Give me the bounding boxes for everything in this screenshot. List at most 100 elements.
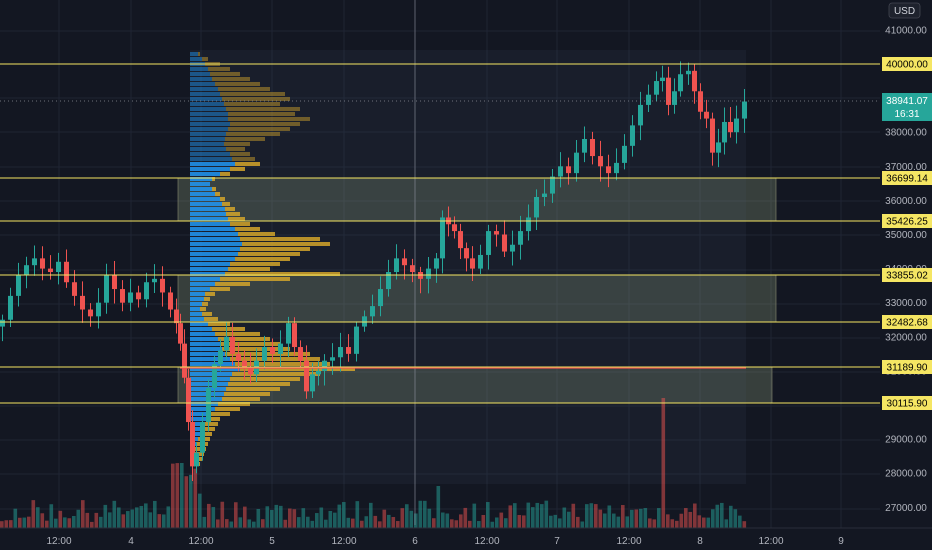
time-tick-label: 12:00 (331, 536, 356, 547)
volume-bar (297, 517, 301, 528)
candle-body (470, 258, 475, 269)
volume-bar (99, 516, 103, 528)
vp-bar-down (202, 302, 208, 306)
vp-bar-up (190, 237, 240, 241)
vp-bar-down (210, 72, 240, 76)
vp-bar-down (240, 237, 320, 241)
vp-bar-up (190, 267, 228, 271)
volume-bar (351, 518, 355, 528)
level-price-badge (882, 396, 932, 410)
candle-body (458, 231, 463, 249)
volume-bar (396, 521, 400, 528)
vp-bar-down (220, 92, 285, 96)
volume-bar (540, 504, 544, 528)
candlesticks (0, 61, 747, 481)
volume-bar (288, 508, 292, 528)
vp-bar-down (230, 377, 300, 381)
candle-body (686, 70, 691, 75)
volume-bar (243, 506, 247, 528)
vp-bar-down (218, 87, 270, 91)
candle-body (678, 74, 683, 92)
volume-bar (445, 513, 450, 528)
candle-body (24, 265, 29, 276)
candle-body (486, 231, 491, 255)
range-box-upper[interactable] (177, 177, 777, 222)
volume-bar (126, 511, 130, 528)
vp-bar-up (190, 227, 235, 231)
volume-bar (733, 509, 738, 528)
level-price-badge (882, 268, 932, 282)
volume-bar (166, 506, 171, 528)
candle-body (278, 343, 283, 354)
level-price-text: 33855.02 (886, 271, 928, 282)
vp-bar-up (190, 362, 235, 366)
time-axis[interactable]: 12:00 4 12:00 5 12:00 6 12:00 7 12:00 8 12:00 9 (0, 527, 932, 547)
vp-bar-up (190, 342, 220, 346)
volume-bar (513, 503, 517, 528)
vp-bar-up (190, 137, 225, 141)
candle-body (330, 357, 335, 361)
vp-bar-up (190, 347, 222, 351)
vp-bar-up (190, 212, 226, 216)
volume-bar (738, 515, 742, 528)
vp-bar-down (228, 267, 270, 271)
candle-body (338, 347, 343, 358)
volume-bar (589, 503, 594, 528)
price-axis[interactable]: 41000.00 40000.00 38000.00 37000.00 36000.00… (880, 0, 932, 528)
candle-body (160, 278, 165, 293)
volume-bar (81, 500, 85, 528)
volume-bar (580, 521, 585, 528)
vp-bar-down (202, 57, 208, 61)
vp-bar-down (218, 337, 270, 341)
volume-bar (94, 512, 99, 528)
volume-bar (121, 514, 126, 528)
candle-body (136, 292, 141, 300)
vp-bar-down (200, 307, 206, 311)
vp-bar-up (190, 167, 230, 171)
volume-bar (684, 508, 688, 528)
candle-body (434, 258, 439, 269)
volume-bar (486, 502, 490, 528)
range-box-middle[interactable] (177, 274, 777, 323)
vp-bar-up (190, 232, 238, 236)
volume-bar (625, 516, 630, 528)
time-tick-label: 9 (838, 536, 844, 547)
level-price-text: 36699.14 (886, 174, 928, 185)
volume-bar (310, 520, 315, 528)
volume-bar (270, 509, 274, 528)
vp-bar-down (238, 232, 275, 236)
candle-body (654, 81, 659, 95)
level-price-text: 31189.90 (887, 363, 928, 374)
vp-bar-up (190, 177, 212, 181)
candle-body (440, 217, 445, 259)
volume-bar (711, 509, 715, 528)
vp-bar-down (212, 77, 250, 81)
currency-badge[interactable]: USD (888, 2, 921, 19)
volume-bar (85, 512, 90, 528)
vp-bar-down (218, 402, 250, 406)
price-tick-label: 36000.00 (885, 196, 927, 207)
vp-bar-up (190, 97, 222, 101)
candle-body (346, 347, 351, 354)
volume-bar (508, 505, 513, 528)
level-price-text: 32482.68 (886, 318, 928, 329)
vp-bar-up (190, 52, 198, 56)
vp-bar-down (226, 212, 240, 216)
price-tick-label: 38000.00 (885, 128, 927, 139)
candle-body (310, 374, 315, 392)
volume-bar (607, 505, 612, 528)
vp-bar-up (190, 222, 230, 226)
candle-body (646, 94, 651, 105)
vp-bar-up (190, 422, 205, 426)
volume-bar (369, 502, 373, 528)
volume-bar (229, 521, 234, 528)
vp-bar-down (235, 162, 260, 166)
vp-bar-up (190, 77, 212, 81)
volume-bar (463, 507, 468, 528)
candle-body (526, 217, 531, 232)
candle-body (270, 347, 275, 354)
vp-bar-down (222, 202, 230, 206)
vp-bar-up (190, 357, 230, 361)
